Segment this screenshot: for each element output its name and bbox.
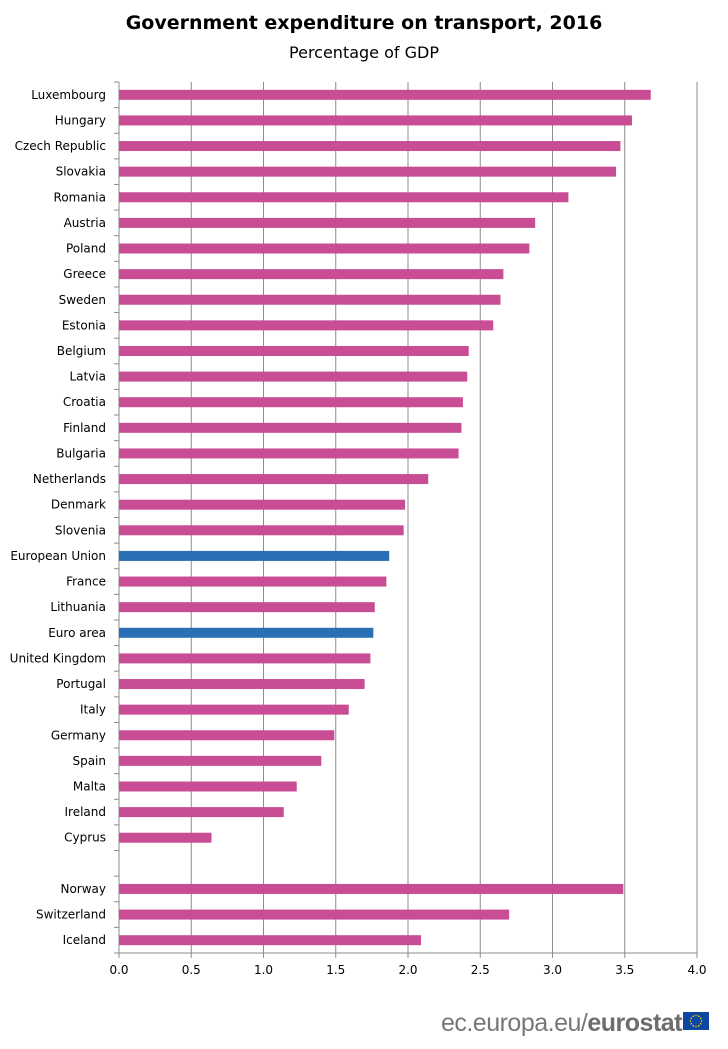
category-label: Latvia (69, 370, 106, 384)
bar-croatia (119, 397, 463, 408)
bar-czech-republic (119, 141, 621, 152)
chart-subtitle: Percentage of GDP (289, 43, 439, 62)
category-label: Italy (80, 703, 106, 717)
bar-cyprus (119, 832, 212, 843)
category-label: Croatia (63, 395, 106, 409)
bar-slovakia (119, 166, 617, 177)
category-label: Greece (63, 267, 106, 281)
category-label: Finland (63, 421, 106, 435)
category-label: Belgium (57, 344, 106, 358)
category-label: Denmark (51, 498, 106, 512)
bar-luxembourg (119, 89, 651, 100)
bar-malta (119, 781, 297, 792)
bar-greece (119, 269, 504, 280)
bar-european-union (119, 550, 390, 561)
bar-lithuania (119, 602, 375, 613)
x-tick-label: 1.0 (254, 963, 273, 977)
category-label: France (66, 575, 106, 589)
category-label: Hungary (55, 113, 106, 127)
bar-austria (119, 217, 536, 228)
x-tick-label: 3.5 (615, 963, 634, 977)
bar-france (119, 576, 387, 587)
category-label: Slovenia (55, 523, 106, 537)
bar-finland (119, 422, 462, 433)
category-label: Malta (73, 779, 106, 793)
bar-sweden (119, 294, 501, 305)
bar-germany (119, 730, 335, 741)
bar-ireland (119, 807, 284, 818)
bar-euro-area (119, 627, 374, 638)
bar-denmark (119, 499, 406, 510)
category-label: Bulgaria (56, 446, 106, 460)
x-tick-label: 3.0 (543, 963, 562, 977)
category-label: European Union (10, 549, 106, 563)
bar-bulgaria (119, 448, 459, 459)
bar-iceland (119, 935, 422, 946)
x-tick-label: 1.5 (326, 963, 345, 977)
bar-united-kingdom (119, 653, 371, 664)
bar-chart: 0.0 0.5 1.0 1.5 2.0 2.5 3.0 3.5 4.0 Luxembourg Hun… (10, 81, 707, 977)
category-label: Austria (64, 216, 106, 230)
bar-portugal (119, 679, 365, 690)
bar-netherlands (119, 474, 429, 485)
category-label: Slovakia (56, 165, 106, 179)
category-label: Cyprus (64, 831, 106, 845)
category-label: Norway (60, 882, 106, 896)
category-label: Poland (66, 242, 106, 256)
category-label: Sweden (59, 293, 106, 307)
bar-romania (119, 192, 569, 203)
eurostat-logo: ec.europa.eu/eurostat (440, 1009, 683, 1037)
category-label: Euro area (48, 626, 106, 640)
category-label: Spain (72, 754, 106, 768)
bar-belgium (119, 345, 469, 356)
eu-flag-icon (683, 1012, 709, 1030)
x-tick-label: 2.0 (398, 963, 417, 977)
category-label: Switzerland (36, 908, 106, 922)
category-label: Ireland (64, 805, 106, 819)
category-label: Estonia (62, 318, 106, 332)
chart-title: Government expenditure on transport, 201… (125, 12, 603, 34)
category-label: Lithuania (50, 600, 106, 614)
category-label: Netherlands (33, 472, 106, 486)
category-label: Romania (54, 190, 106, 204)
x-tick-label: 0.0 (109, 963, 128, 977)
category-label: Iceland (63, 933, 106, 947)
x-tick-label: 2.5 (471, 963, 490, 977)
bar-switzerland (119, 909, 510, 920)
bar-estonia (119, 320, 494, 331)
category-label: United Kingdom (10, 651, 106, 665)
category-label: Luxembourg (31, 88, 106, 102)
category-label: Portugal (56, 677, 106, 691)
bar-hungary (119, 115, 632, 126)
bar-latvia (119, 371, 468, 382)
x-tick-label: 4.0 (687, 963, 706, 977)
bar-italy (119, 704, 349, 715)
bar-poland (119, 243, 530, 254)
bar-norway (119, 883, 624, 894)
bar-slovenia (119, 525, 404, 536)
bar-spain (119, 755, 322, 766)
category-label: Germany (51, 728, 106, 742)
category-label: Czech Republic (15, 139, 106, 153)
x-tick-label: 0.5 (182, 963, 201, 977)
